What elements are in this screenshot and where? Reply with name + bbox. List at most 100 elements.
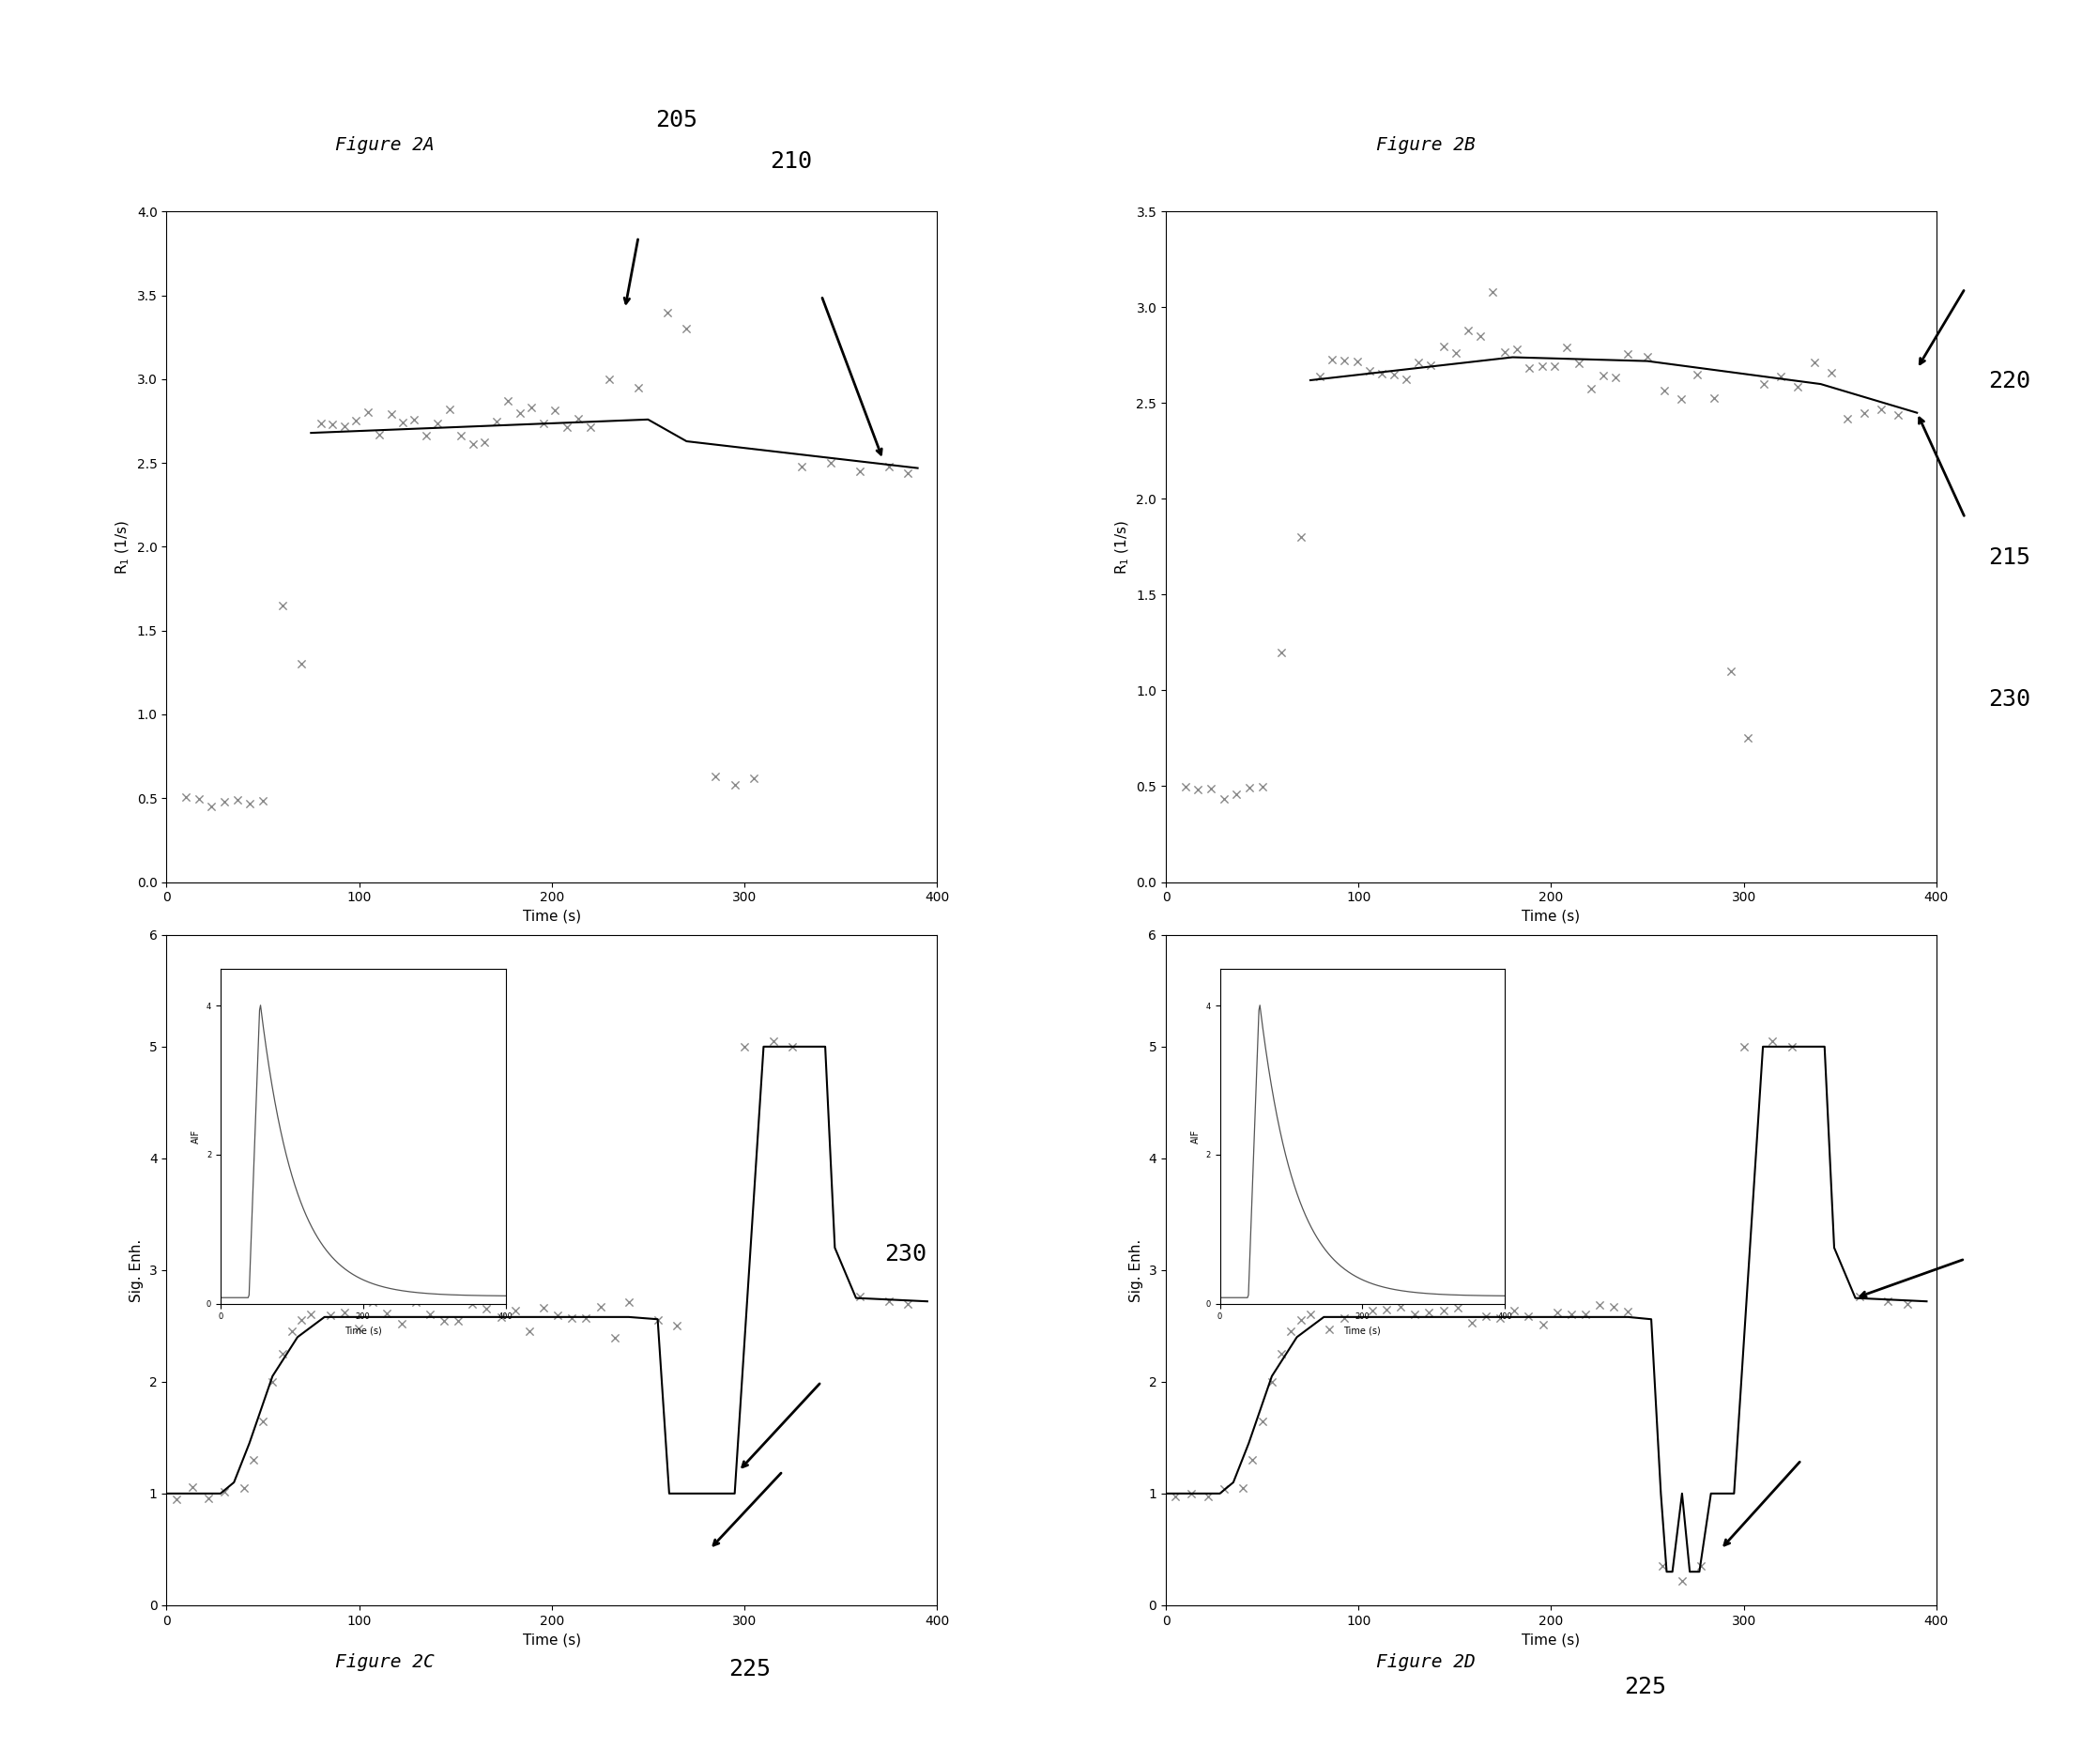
Point	[196, 792, 229, 820]
Point	[208, 787, 242, 815]
Point	[504, 399, 537, 427]
Point	[598, 1323, 631, 1351]
Point	[427, 1307, 460, 1335]
Point	[1401, 348, 1434, 376]
Point	[1847, 399, 1880, 427]
Point	[1549, 333, 1582, 362]
Point	[512, 1318, 545, 1346]
Point	[660, 1312, 693, 1341]
Point	[1195, 774, 1228, 803]
Point	[1647, 1552, 1680, 1581]
Point	[785, 452, 818, 480]
Point	[1266, 639, 1299, 667]
Point	[341, 1314, 375, 1342]
Point	[1780, 372, 1813, 400]
Point	[1501, 335, 1534, 363]
Point	[221, 785, 254, 813]
Point	[1226, 1475, 1260, 1503]
Point	[485, 1304, 518, 1332]
Point	[181, 785, 214, 813]
Point	[362, 420, 396, 448]
Point	[1237, 1446, 1270, 1475]
Point	[1366, 360, 1399, 388]
Point	[264, 1341, 300, 1369]
Point	[192, 1484, 225, 1512]
Text: 220: 220	[1988, 370, 2030, 393]
Point	[1274, 1318, 1307, 1346]
Point	[593, 365, 627, 393]
Point	[327, 1298, 360, 1327]
Y-axis label: R$_1$ (1/s): R$_1$ (1/s)	[1114, 520, 1131, 573]
Point	[1666, 1566, 1699, 1595]
Text: 210: 210	[770, 150, 812, 173]
Point	[491, 386, 525, 415]
Point	[1570, 1300, 1603, 1328]
Point	[385, 1309, 418, 1337]
Point	[1168, 773, 1201, 801]
Point	[1328, 346, 1362, 374]
Point	[1599, 363, 1632, 392]
Point	[314, 1302, 348, 1330]
Point	[1160, 1482, 1193, 1510]
Point	[1220, 780, 1253, 808]
Point	[456, 430, 489, 459]
Point	[227, 1475, 260, 1503]
Point	[527, 1293, 560, 1321]
Point	[843, 1282, 877, 1311]
Point	[1455, 1309, 1489, 1337]
Point	[1451, 316, 1484, 344]
Point	[562, 404, 595, 432]
Point	[327, 413, 360, 441]
Point	[1353, 356, 1387, 385]
Point	[1484, 1304, 1518, 1332]
Text: Figure 2A: Figure 2A	[335, 136, 435, 153]
Point	[1512, 1302, 1545, 1330]
Point	[891, 459, 924, 487]
Point	[1872, 1288, 1905, 1316]
Point	[246, 787, 279, 815]
Point	[1882, 400, 1915, 429]
Point	[352, 399, 385, 427]
Point	[583, 1293, 616, 1321]
Point	[872, 452, 906, 480]
Point	[1755, 1027, 1788, 1055]
Point	[1574, 374, 1607, 402]
Point	[1245, 1408, 1278, 1436]
Point	[1316, 346, 1349, 374]
Point	[456, 1289, 489, 1318]
Text: Figure 2D: Figure 2D	[1376, 1653, 1476, 1671]
Point	[1439, 339, 1472, 367]
Point	[1697, 385, 1730, 413]
Point	[541, 1300, 575, 1328]
Point	[237, 1446, 271, 1475]
Text: 230: 230	[885, 1244, 926, 1267]
Point	[285, 1305, 319, 1335]
Point	[1664, 385, 1697, 413]
Point	[446, 422, 479, 450]
Point	[1399, 1300, 1432, 1328]
X-axis label: Time (s): Time (s)	[1522, 910, 1580, 924]
Point	[1378, 360, 1412, 388]
Point	[1470, 1302, 1503, 1330]
Point	[246, 1408, 279, 1436]
Text: 225: 225	[1624, 1676, 1666, 1699]
Point	[356, 1288, 389, 1316]
Point	[410, 422, 443, 450]
Point	[1285, 524, 1318, 552]
Point	[1341, 348, 1374, 376]
Point	[1191, 1482, 1224, 1510]
Point	[872, 1288, 906, 1316]
Point	[1414, 351, 1447, 379]
Point	[498, 1297, 531, 1325]
Point	[264, 591, 300, 619]
Point	[468, 429, 502, 457]
Point	[371, 1300, 404, 1328]
Point	[1476, 279, 1509, 307]
Point	[1562, 349, 1595, 377]
Point	[1441, 1293, 1474, 1321]
Point	[400, 1288, 433, 1316]
X-axis label: Time (s): Time (s)	[1522, 1633, 1580, 1648]
Point	[441, 1307, 475, 1335]
Point	[1314, 1316, 1347, 1344]
Point	[1389, 365, 1422, 393]
